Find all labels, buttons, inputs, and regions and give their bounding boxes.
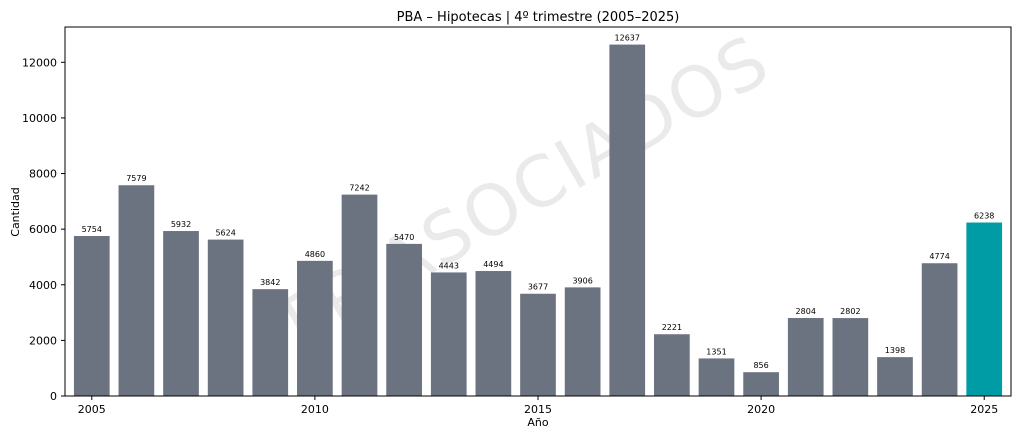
bar-2023 bbox=[877, 357, 913, 396]
y-axis: 0 2000 4000 6000 8000 10000 12000 bbox=[22, 56, 65, 403]
x-axis-label: Año bbox=[527, 416, 548, 429]
data-label-2007: 5932 bbox=[171, 220, 191, 229]
bar-2014 bbox=[475, 271, 512, 396]
data-label-2016: 3906 bbox=[572, 276, 592, 285]
data-label-group: 5754 7579 5932 5624 3842 4860 7242 5470 4443 4494… bbox=[82, 34, 995, 371]
bar-2012 bbox=[386, 243, 422, 396]
y-tick-label-12000: 12000 bbox=[22, 56, 57, 69]
bar-2009 bbox=[252, 289, 289, 396]
bar-group bbox=[73, 44, 1003, 396]
data-label-2025: 6238 bbox=[974, 212, 994, 221]
bar-2007 bbox=[163, 231, 199, 396]
bar-2010 bbox=[297, 260, 333, 396]
y-tick-label-6000: 6000 bbox=[29, 223, 57, 236]
bar-2016 bbox=[564, 287, 601, 396]
bar-2015 bbox=[520, 293, 556, 396]
data-label-2024: 4774 bbox=[929, 252, 949, 261]
y-axis-label: Cantidad bbox=[9, 187, 22, 236]
data-label-2013: 4443 bbox=[439, 261, 459, 270]
data-label-2019: 1351 bbox=[706, 347, 726, 356]
x-tick-label-2005: 2005 bbox=[78, 403, 106, 416]
bar-2018 bbox=[654, 334, 690, 396]
bar-2020 bbox=[743, 372, 779, 396]
bar-2021 bbox=[787, 318, 824, 396]
bar-2019 bbox=[698, 358, 735, 396]
y-tick-label-4000: 4000 bbox=[29, 279, 57, 292]
data-label-2023: 1398 bbox=[885, 346, 905, 355]
data-label-2015: 3677 bbox=[528, 283, 548, 292]
y-tick-label-2000: 2000 bbox=[29, 334, 57, 347]
bar-2013 bbox=[430, 272, 467, 396]
data-label-2017: 12637 bbox=[615, 34, 640, 43]
x-tick-label-2025: 2025 bbox=[970, 403, 998, 416]
x-tick-label-2010: 2010 bbox=[301, 403, 329, 416]
y-tick-label-8000: 8000 bbox=[29, 168, 57, 181]
data-label-2014: 4494 bbox=[483, 260, 503, 269]
data-label-2020: 856 bbox=[753, 361, 768, 370]
x-tick-label-2020: 2020 bbox=[747, 403, 775, 416]
bar-2011 bbox=[341, 194, 378, 396]
x-axis: 2005 2010 2015 2020 2025 bbox=[78, 396, 998, 416]
bar-2024 bbox=[921, 263, 958, 396]
bar-2008 bbox=[207, 239, 244, 396]
data-label-2011: 7242 bbox=[349, 184, 369, 193]
bar-2006 bbox=[118, 185, 155, 396]
y-tick-label-0: 0 bbox=[50, 390, 57, 403]
bar-2022 bbox=[832, 318, 869, 396]
data-label-2009: 3842 bbox=[260, 278, 280, 287]
bar-2005 bbox=[73, 235, 110, 396]
data-label-2021: 2804 bbox=[796, 307, 816, 316]
bar-2025 bbox=[966, 222, 1003, 396]
data-label-2022: 2802 bbox=[840, 307, 860, 316]
data-label-2008: 5624 bbox=[215, 229, 235, 238]
chart-title: PBA – Hipotecas | 4º trimestre (2005–202… bbox=[397, 10, 680, 25]
data-label-2012: 5470 bbox=[394, 233, 414, 242]
data-label-2010: 4860 bbox=[305, 250, 325, 259]
y-tick-label-10000: 10000 bbox=[22, 112, 57, 125]
data-label-2018: 2221 bbox=[662, 323, 682, 332]
data-label-2006: 7579 bbox=[126, 174, 146, 183]
data-label-2005: 5754 bbox=[82, 225, 102, 234]
x-tick-label-2015: 2015 bbox=[524, 403, 552, 416]
bar-2017 bbox=[609, 44, 646, 396]
